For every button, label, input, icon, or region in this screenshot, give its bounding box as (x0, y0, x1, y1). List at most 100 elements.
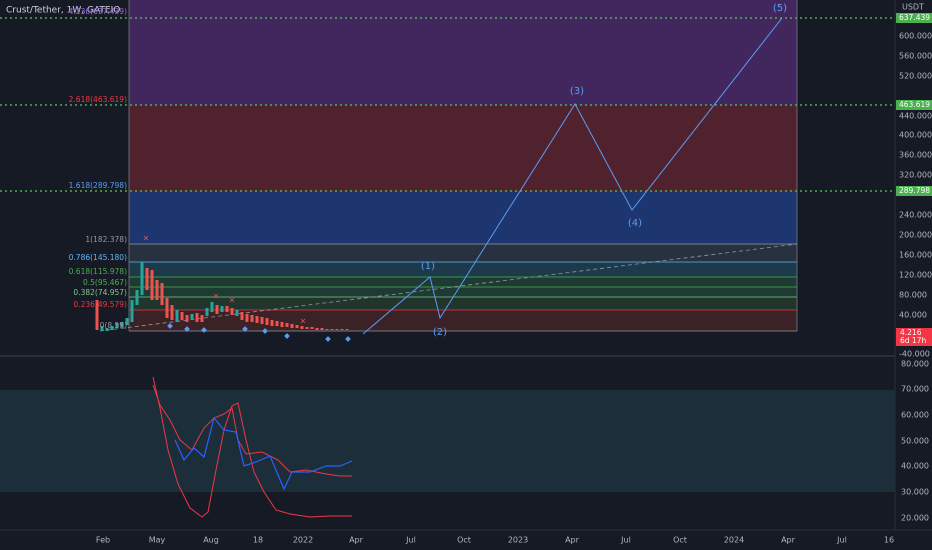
candle (150, 270, 154, 300)
signal-diamond (167, 323, 173, 329)
signal-diamond (284, 333, 290, 339)
time-label: Apr (565, 536, 580, 545)
price-tag-label: 463.619 (899, 100, 930, 109)
candle (160, 283, 164, 305)
oscillator-label: 20.000 (901, 514, 929, 523)
fib-lines (128, 0, 798, 332)
candle (110, 326, 114, 330)
candle (210, 302, 214, 312)
oscillator-label: 40.000 (901, 462, 929, 471)
price-label: 400.000 (899, 131, 932, 140)
time-label: Oct (457, 536, 471, 545)
fib-label: 0.618(115.978) (69, 267, 127, 276)
price-tag-label: 637.439 (899, 13, 930, 22)
signal-x: × (300, 317, 307, 326)
last-price: 4.216 (900, 328, 922, 337)
candle (340, 329, 344, 330)
candle (100, 326, 104, 331)
candle (145, 268, 149, 290)
currency: USDT (902, 3, 924, 12)
signal-diamond (345, 336, 351, 342)
time-label: Jul (405, 536, 416, 545)
price-label: 320.000 (899, 171, 932, 180)
signal-diamond (262, 328, 268, 334)
oscillator-line (152, 384, 352, 477)
signal-x: × (229, 296, 236, 305)
wave-label: (1) (421, 261, 435, 272)
price-label: 600.000 (899, 32, 932, 41)
oscillator-label: 60.000 (901, 411, 929, 420)
candle (155, 280, 159, 300)
candle (235, 310, 239, 316)
signal-x: × (213, 292, 220, 301)
oscillator-line (152, 376, 352, 518)
candle (335, 329, 339, 330)
candle (195, 313, 199, 322)
time-label: Jul (620, 536, 631, 545)
candle (190, 314, 194, 320)
candle (175, 310, 179, 322)
candle (300, 326, 304, 329)
symbol-title: Crust/Tether, 1W, GATEIO (6, 6, 120, 16)
candle (310, 327, 314, 329)
fib-zone (129, 244, 797, 262)
candle (220, 306, 224, 312)
candle (290, 324, 294, 328)
price-label: 160.000 (899, 251, 932, 260)
candle (345, 329, 349, 330)
time-label: May (149, 536, 166, 545)
wave-label: (4) (628, 218, 642, 229)
candle (105, 328, 109, 331)
price-tag (896, 186, 932, 196)
candle (130, 300, 134, 322)
fib-zone (129, 310, 797, 331)
signal-diamond (184, 326, 190, 332)
candle (305, 327, 309, 329)
candles: × × × × (95, 234, 351, 342)
oscillator-label: 70.000 (901, 385, 929, 394)
fib-label: 1(182.378) (85, 235, 127, 244)
time-label: Apr (349, 536, 364, 545)
time-label: 2023 (508, 536, 528, 545)
candle (255, 316, 259, 323)
elliott-wave (362, 17, 783, 335)
candle (115, 323, 119, 328)
candle (275, 321, 279, 326)
price-label: 200.000 (899, 231, 932, 240)
oscillator-label: 30.000 (901, 488, 929, 497)
wave-label: (2) (433, 327, 447, 338)
candle (170, 305, 174, 320)
oscillator-label: 80.000 (901, 360, 929, 369)
fib-label: 0.382(74.957) (73, 288, 127, 297)
price-tag-label: 289.798 (899, 186, 930, 195)
candle (230, 308, 234, 315)
price-label: 560.000 (899, 52, 932, 61)
fib-zone (129, 0, 797, 105)
candle (140, 262, 144, 295)
fib-label: 2.618(463.619) (69, 95, 127, 104)
time-label: Apr (781, 536, 796, 545)
candle (185, 315, 189, 322)
fib-label: 4.236(637.439) (69, 7, 127, 16)
oscillator-line (174, 416, 353, 491)
candle (165, 298, 169, 318)
candle (205, 308, 209, 316)
time-label: 2022 (293, 536, 313, 545)
fib-label: 1.618(289.798) (69, 181, 127, 190)
time-label: Oct (673, 536, 687, 545)
fib-zone (129, 262, 797, 277)
candle (320, 328, 324, 330)
candle (260, 317, 264, 324)
signal-x: × (143, 234, 150, 243)
time-label: 16 (884, 536, 894, 545)
candle (135, 290, 139, 305)
last-price-tag (896, 328, 932, 346)
price-label: 360.000 (899, 151, 932, 160)
wave-label: (5) (773, 3, 787, 14)
price-tag (896, 13, 932, 23)
candle (265, 318, 269, 325)
time-label: Aug (203, 536, 219, 545)
candle (215, 305, 219, 314)
candle (330, 329, 334, 330)
